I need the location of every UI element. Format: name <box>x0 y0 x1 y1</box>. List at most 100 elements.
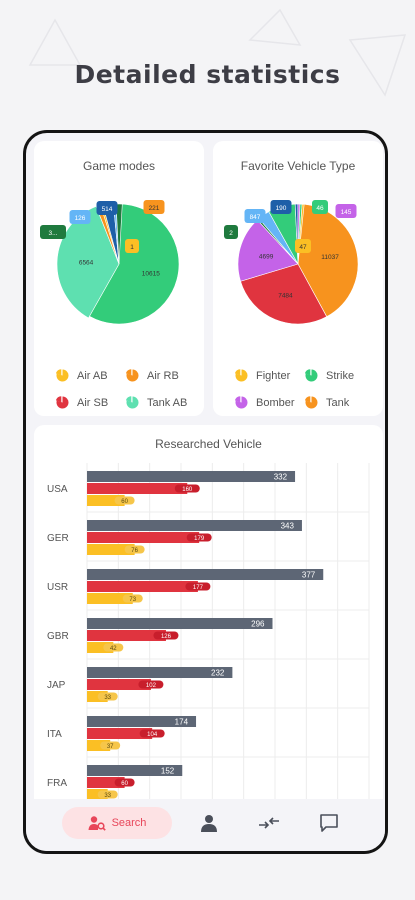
svg-text:145: 145 <box>341 209 352 216</box>
legend-item: Air RB <box>126 369 179 382</box>
vehicle-type-title: Favorite Vehicle Type <box>240 159 356 173</box>
bar <box>87 642 114 653</box>
pie-icon-red <box>56 396 69 409</box>
svg-text:33: 33 <box>104 695 111 701</box>
search-icon <box>88 816 106 831</box>
pie-slice-label: 3... <box>40 225 66 239</box>
pie-icon-green <box>305 369 318 382</box>
pie-slice-label: 847 <box>244 209 266 223</box>
bar-value-label: 179 <box>186 533 212 542</box>
legend-item: Air AB <box>56 369 108 382</box>
bar-value-label: 152 <box>161 767 175 776</box>
svg-text:37: 37 <box>107 744 114 750</box>
pie-slice-label: 145 <box>335 204 357 218</box>
svg-text:6564: 6564 <box>79 260 94 267</box>
pie-slice-label: 11037 <box>321 254 339 261</box>
pie-icon-yellow <box>235 369 248 382</box>
category-label: JAP <box>47 680 66 691</box>
svg-text:190: 190 <box>276 205 287 212</box>
svg-text:160: 160 <box>182 487 193 493</box>
category-label: GER <box>47 533 69 544</box>
bar-value-label: 60 <box>114 778 135 787</box>
legend-label: Bomber <box>256 396 295 409</box>
nav-compare-tab[interactable] <box>251 807 287 839</box>
bar <box>87 740 111 751</box>
researched-vehicle-card: Researched Vehicle USA 332 160 60 GER 343 179 7… <box>34 425 383 833</box>
pie-slice-label: 46 <box>312 200 328 214</box>
pie-slice-label: 7484 <box>278 293 293 300</box>
nav-search-tab[interactable]: Search <box>62 807 172 839</box>
bar <box>87 495 125 506</box>
bar <box>87 532 200 543</box>
svg-text:221: 221 <box>149 205 160 212</box>
svg-text:60: 60 <box>121 499 128 505</box>
nav-chat-tab[interactable] <box>311 807 347 839</box>
game-modes-card: Game modes 10615 6564 221 1 514 126 3... Air A… <box>34 141 204 416</box>
bar-value-label: 232 <box>211 669 225 678</box>
svg-text:10615: 10615 <box>142 271 160 278</box>
bar <box>87 691 108 702</box>
legend-item: Tank <box>305 396 349 409</box>
svg-text:2: 2 <box>229 230 233 237</box>
svg-text:126: 126 <box>75 215 86 222</box>
svg-text:3...: 3... <box>48 230 57 237</box>
game-modes-title: Game modes <box>82 159 156 173</box>
svg-text:33: 33 <box>104 793 111 799</box>
bar-value-label: 174 <box>175 718 189 727</box>
svg-text:179: 179 <box>194 536 205 542</box>
bar-value-label: 33 <box>97 692 118 701</box>
category-label: USA <box>47 484 68 495</box>
legend-label: Strike <box>326 369 355 382</box>
svg-text:104: 104 <box>147 732 158 738</box>
category-label: ITA <box>47 729 62 740</box>
bar-value-label: 377 <box>302 571 316 580</box>
svg-text:177: 177 <box>193 585 204 591</box>
bar-value-label: 42 <box>103 643 124 652</box>
svg-text:60: 60 <box>121 781 128 787</box>
pie-slice-label: 126 <box>69 210 91 224</box>
bar <box>87 679 151 690</box>
bar-value-label: 104 <box>139 729 165 738</box>
bar <box>87 593 133 604</box>
pie-slice-label: 514 <box>96 201 118 215</box>
researched-vehicle-title: Researched Vehicle <box>155 437 262 451</box>
pie-slice-label: 6564 <box>79 260 94 267</box>
legend-label: Air RB <box>147 369 179 382</box>
bar <box>87 544 135 555</box>
svg-text:11037: 11037 <box>321 254 339 261</box>
bottom-navigation: Search <box>26 799 385 851</box>
nav-profile-tab[interactable] <box>191 807 227 839</box>
legend-item: Fighter <box>235 369 290 382</box>
pie-slice-label: 190 <box>270 200 292 214</box>
legend-label: Air SB <box>77 396 109 409</box>
pie-slice-label: 221 <box>143 200 165 214</box>
bar <box>87 520 302 531</box>
svg-text:73: 73 <box>129 597 136 603</box>
bar <box>87 630 166 641</box>
pie-slice-label: 4699 <box>259 253 274 260</box>
bar <box>87 569 324 580</box>
bar <box>87 483 188 494</box>
bar-value-label: 37 <box>100 741 121 750</box>
pie-icon-purple <box>235 396 248 409</box>
pie-icon-orange <box>126 369 139 382</box>
bar-value-label: 296 <box>251 620 265 629</box>
bar <box>87 716 197 727</box>
bar-value-label: 332 <box>274 473 288 482</box>
profile-icon <box>201 815 217 832</box>
svg-text:1: 1 <box>130 244 134 251</box>
bar-value-label: 126 <box>153 631 179 640</box>
bar <box>87 789 108 800</box>
category-label: GBR <box>47 631 69 642</box>
bar <box>87 728 153 739</box>
svg-text:47: 47 <box>299 244 307 251</box>
chat-icon <box>320 814 338 832</box>
legend-item: Tank AB <box>126 396 187 409</box>
svg-text:42: 42 <box>110 646 117 652</box>
category-label: FRA <box>47 778 67 789</box>
pie-slice <box>240 263 328 325</box>
legend-label: Fighter <box>256 369 291 382</box>
pie-slice-label: 1 <box>125 239 139 253</box>
legend-item: Strike <box>305 369 354 382</box>
